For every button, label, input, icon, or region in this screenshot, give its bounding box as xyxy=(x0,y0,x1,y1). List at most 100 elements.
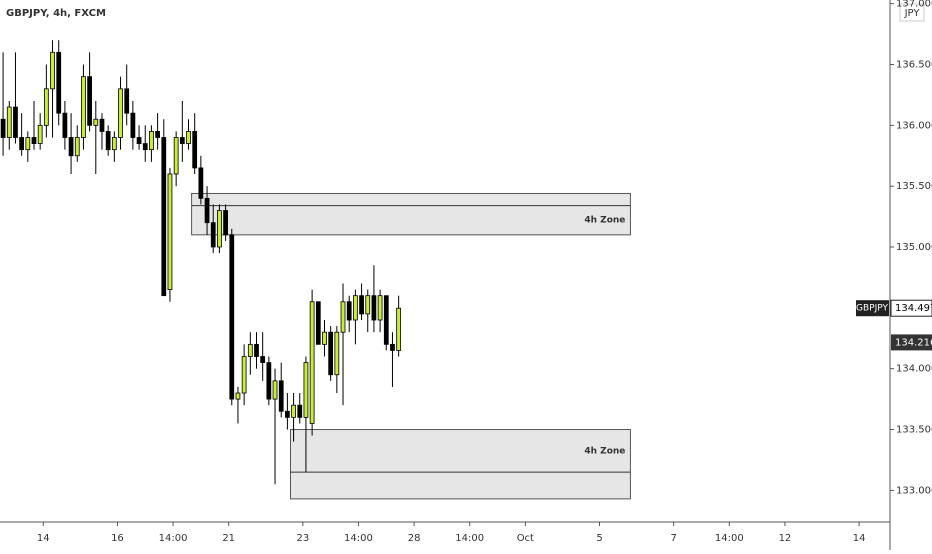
candle-body xyxy=(359,295,364,315)
candle-body xyxy=(241,356,247,394)
currency-box xyxy=(899,3,925,22)
candle-body xyxy=(81,76,86,138)
last-price-tag xyxy=(890,299,932,317)
x-tick-label: 14:00 xyxy=(715,533,744,544)
x-tick-label: 28 xyxy=(408,533,421,544)
candle-body xyxy=(173,137,179,175)
candle-body xyxy=(105,131,111,151)
chart-title: GBPJPY, 4h, FXCM xyxy=(6,8,106,19)
candle-body xyxy=(19,137,25,151)
candle-body xyxy=(297,404,303,418)
candle-body xyxy=(229,234,235,400)
candle-body xyxy=(93,118,99,126)
x-tick-label: 14 xyxy=(37,533,50,544)
candle-body xyxy=(223,210,228,236)
zone xyxy=(191,192,631,236)
candle-body xyxy=(68,137,74,157)
candle-body xyxy=(353,295,358,321)
symbol-tag-label: GBPJPY xyxy=(856,304,888,314)
candle-body xyxy=(315,301,321,345)
y-tick-label: 135.000 xyxy=(896,242,932,253)
x-tick-label: 14:00 xyxy=(455,533,484,544)
candle-body xyxy=(334,331,340,376)
candle-body xyxy=(43,88,49,126)
candle-body xyxy=(390,343,395,351)
x-tick-label: 23 xyxy=(296,533,309,544)
candle-body xyxy=(142,143,148,151)
candle-body xyxy=(31,137,37,144)
y-tick-label: 136.000 xyxy=(896,120,932,131)
candle-body xyxy=(6,106,12,138)
candle-body xyxy=(377,295,383,321)
marker-price-tag xyxy=(891,334,932,351)
candle-body xyxy=(272,380,278,400)
candle-body xyxy=(285,410,290,418)
candle-body xyxy=(291,404,296,418)
candle-body xyxy=(161,137,167,297)
candle-body xyxy=(254,343,259,357)
candle-body xyxy=(346,301,352,321)
candle-body xyxy=(130,112,136,138)
candle-body xyxy=(371,295,377,321)
candle-body xyxy=(210,222,216,248)
candle-body xyxy=(87,76,92,126)
x-tick-label: 14:00 xyxy=(159,533,188,544)
candle-body xyxy=(322,331,327,345)
x-tick-label: 14:00 xyxy=(344,533,373,544)
y-tick-label: 136.500 xyxy=(896,59,932,70)
candle-body xyxy=(25,137,31,151)
candle-body xyxy=(118,88,123,138)
x-tick-label: 21 xyxy=(222,533,235,544)
x-tick-label: Oct xyxy=(517,533,534,544)
candle-body xyxy=(111,137,117,151)
candle-body xyxy=(204,197,210,224)
candle-body xyxy=(383,295,389,345)
candle-body xyxy=(328,331,334,376)
candle-body xyxy=(74,137,80,157)
candle-body xyxy=(260,356,266,364)
candle-body xyxy=(136,137,142,144)
candle-body xyxy=(62,112,68,138)
candle-body xyxy=(0,118,6,138)
candle-body xyxy=(247,343,253,357)
candle-body xyxy=(179,137,185,144)
y-tick-label: 134.000 xyxy=(896,364,932,375)
candle-body xyxy=(396,307,402,351)
candle-body xyxy=(37,124,43,144)
candle-body xyxy=(309,301,315,424)
candle-body xyxy=(56,51,62,114)
candle-body xyxy=(124,88,130,114)
candle-body xyxy=(155,131,160,138)
x-tick-label: 7 xyxy=(670,533,676,544)
candle-body xyxy=(340,301,346,333)
candle-body xyxy=(266,362,272,400)
marker-price-label: 134.216 xyxy=(895,337,932,348)
candle-body xyxy=(167,173,173,290)
y-tick-label: 135.500 xyxy=(896,181,932,192)
zone-label: 4h Zone xyxy=(584,446,625,456)
x-tick-label: 5 xyxy=(596,533,602,544)
candle-body xyxy=(149,131,154,151)
y-tick-label: 133.000 xyxy=(896,485,932,496)
candle-body xyxy=(186,131,191,144)
candle-body xyxy=(365,295,371,315)
y-tick-label: 133.500 xyxy=(896,425,932,436)
candle-body xyxy=(303,362,309,418)
last-price-label: 134.497 xyxy=(895,303,932,314)
x-tick-label: 12 xyxy=(779,533,792,544)
candle-body xyxy=(217,210,222,248)
candle-body xyxy=(13,106,18,138)
candle-body xyxy=(192,131,198,169)
candle-body xyxy=(235,392,241,400)
candle-body xyxy=(50,51,55,90)
candle-body xyxy=(99,118,105,132)
zone-label: 4h Zone xyxy=(584,216,625,226)
currency-label: JPY xyxy=(904,8,921,19)
y-tick-label: 137.000 xyxy=(896,0,932,10)
x-tick-label: 16 xyxy=(111,533,124,544)
x-tick-label: 14 xyxy=(853,533,866,544)
zone xyxy=(289,429,631,500)
candle-body xyxy=(198,167,204,199)
symbol-tag xyxy=(856,300,889,317)
